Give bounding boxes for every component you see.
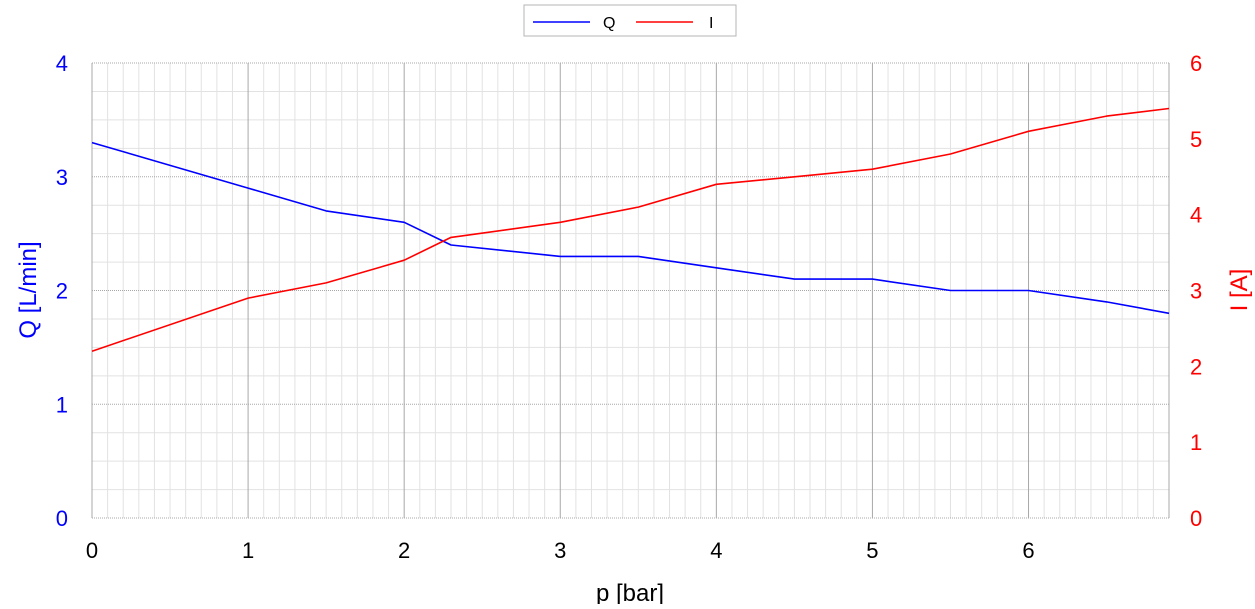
right-axis-title: I [A] — [1226, 269, 1253, 312]
x-tick-label: 5 — [866, 538, 878, 563]
right-tick-label: 1 — [1190, 430, 1202, 455]
series-layer — [91, 107, 1170, 352]
left-tick-label: 4 — [56, 51, 68, 76]
right-tick-label: 5 — [1190, 127, 1202, 152]
legend: Q I — [523, 4, 737, 37]
left-tick-label: 2 — [56, 279, 68, 304]
x-tick-label: 4 — [710, 538, 722, 563]
x-tick-label: 3 — [554, 538, 566, 563]
right-tick-label: 3 — [1190, 279, 1202, 304]
left-tick-label: 1 — [56, 392, 68, 417]
right-tick-label: 6 — [1190, 51, 1202, 76]
x-axis-title: p [bar] — [596, 580, 664, 604]
x-tick-label: 2 — [398, 538, 410, 563]
left-tick-label: 0 — [56, 506, 68, 531]
legend-label-i: I — [709, 15, 713, 32]
major-gridlines — [91, 62, 1170, 519]
legend-label-q: Q — [603, 15, 615, 32]
right-tick-label: 2 — [1190, 354, 1202, 379]
series-line-i — [91, 107, 1170, 352]
x-tick-label: 1 — [242, 538, 254, 563]
right-tick-label: 0 — [1190, 506, 1202, 531]
left-axis-title: Q [L/min] — [15, 241, 42, 338]
series-line-q — [91, 141, 1170, 315]
right-tick-label: 4 — [1190, 203, 1202, 228]
x-tick-label: 6 — [1022, 538, 1034, 563]
legend-box — [523, 4, 737, 37]
x-tick-label: 0 — [86, 538, 98, 563]
left-tick-label: 3 — [56, 165, 68, 190]
tick-labels: 0 1 2 3 4 5 6 0 1 2 3 4 0 1 2 3 4 5 6 — [56, 51, 1203, 563]
